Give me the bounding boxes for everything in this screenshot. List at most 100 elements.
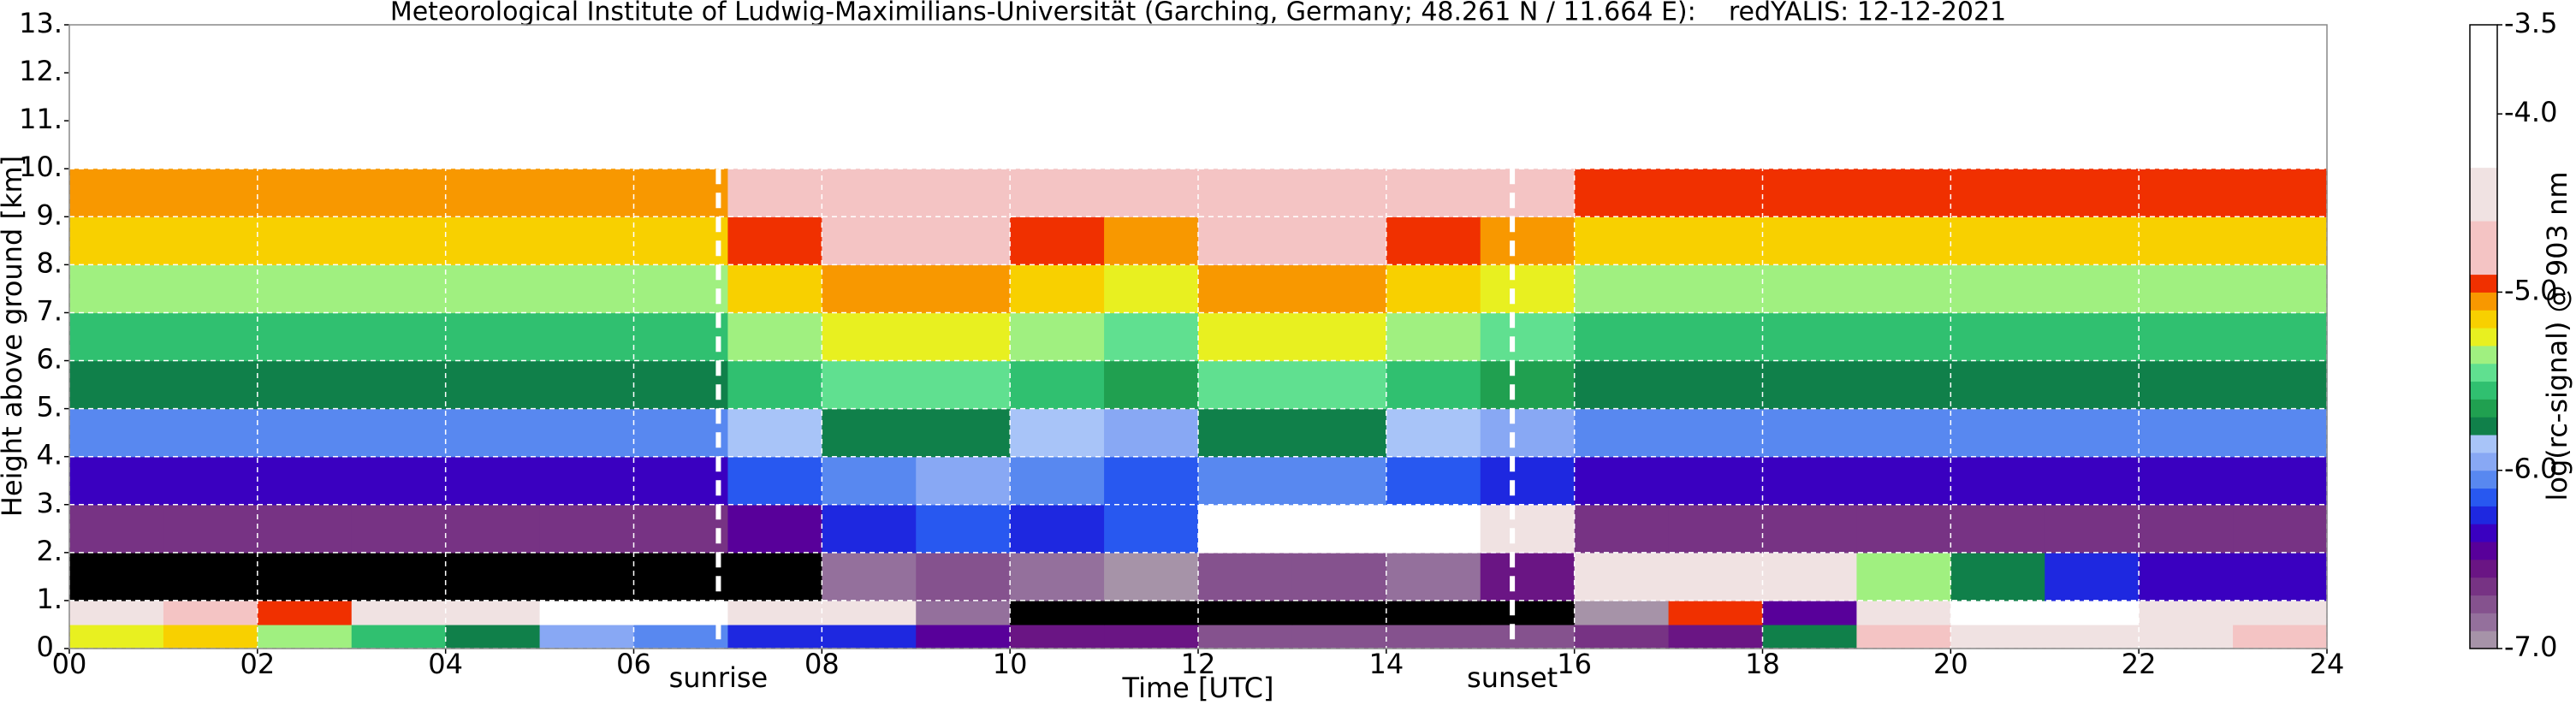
heatmap-cell (69, 169, 164, 217)
heatmap-cell (727, 408, 822, 458)
heatmap-cell (1198, 456, 1293, 506)
heatmap-cell (633, 312, 729, 362)
y-tick-label: 10. (19, 151, 62, 183)
heatmap-cell (163, 169, 258, 217)
heatmap-cell (2139, 169, 2234, 217)
colorbar-segment (2470, 274, 2497, 293)
heatmap-cell (2045, 360, 2140, 410)
heatmap-cell (822, 504, 917, 554)
heatmap-cell (1856, 216, 1951, 265)
heatmap-cell (257, 504, 353, 554)
heatmap-cell (351, 169, 447, 217)
heatmap-cell (445, 504, 541, 554)
heatmap-cell (2045, 264, 2140, 314)
heatmap-cell (1762, 169, 1858, 217)
heatmap-cell (1010, 216, 1105, 265)
heatmap-cell (633, 169, 729, 217)
heatmap-cell (1856, 408, 1951, 458)
heatmap-cell (916, 360, 1011, 410)
heatmap-cell (257, 552, 353, 601)
heatmap-cell (1950, 312, 2045, 362)
heatmap-cell (727, 624, 822, 649)
x-tick-label: 24 (2310, 648, 2345, 680)
heatmap-cell (1574, 504, 1670, 554)
heatmap-cell (727, 600, 822, 625)
heatmap-cell (1198, 600, 1293, 625)
heatmap-cell (1386, 312, 1481, 362)
colorbar-label: log(rc-signal) @ 903 nm (2541, 171, 2573, 501)
heatmap-cell (163, 456, 258, 506)
heatmap-cell (1762, 408, 1858, 458)
heatmap-cell (2139, 504, 2234, 554)
x-tick-label: 02 (240, 648, 275, 680)
heatmap-cell (2045, 169, 2140, 217)
heatmap-cell (727, 264, 822, 314)
heatmap-cell (916, 552, 1011, 601)
heatmap-cell (2045, 600, 2140, 625)
annotation-label: sunset (1467, 661, 1558, 694)
heatmap-cell (69, 624, 164, 649)
y-axis-label: Height above ground [km] (0, 156, 28, 517)
heatmap-cell (822, 264, 917, 314)
colorbar-frame (2469, 24, 2498, 649)
heatmap-cell (1856, 552, 1951, 601)
heatmap-cell (1198, 504, 1293, 554)
heatmap-cell (69, 360, 164, 410)
heatmap-cell (1762, 456, 1858, 506)
heatmap-cell (1762, 360, 1858, 410)
heatmap-cell (445, 600, 541, 625)
heatmap-cell (1010, 552, 1105, 601)
heatmap-cell (1010, 600, 1105, 625)
heatmap-cell (257, 216, 353, 265)
heatmap-cell (1480, 408, 1576, 458)
heatmap-cell (351, 312, 447, 362)
heatmap-cell (1668, 216, 1764, 265)
colorbar-segment (2470, 167, 2497, 222)
heatmap-cell (445, 552, 541, 601)
heatmap-cell (1480, 456, 1576, 506)
heatmap-cell (1480, 552, 1576, 601)
heatmap-cell (257, 360, 353, 410)
heatmap-cell (1198, 552, 1293, 601)
heatmap-cell (1950, 600, 2045, 625)
x-tick-label: 14 (1368, 648, 1404, 680)
heatmap-cell (445, 169, 541, 217)
heatmap-cell (1104, 552, 1199, 601)
heatmap-cell (633, 408, 729, 458)
heatmap-cell (1856, 264, 1951, 314)
heatmap-cell (445, 216, 541, 265)
heatmap-cell (1574, 360, 1670, 410)
heatmap-cell (1198, 169, 1293, 217)
heatmap-cell (2139, 408, 2234, 458)
heatmap-cell (1856, 312, 1951, 362)
x-tick-label: 18 (1745, 648, 1780, 680)
colorbar-segment (2470, 310, 2497, 329)
heatmap-cell (1291, 169, 1387, 217)
heatmap-cell (1386, 504, 1481, 554)
colorbar-segment (2470, 488, 2497, 507)
heatmap-cell (539, 504, 635, 554)
heatmap-cell (633, 264, 729, 314)
heatmap-cell (1668, 600, 1764, 625)
heatmap-cell (351, 264, 447, 314)
heatmap-cell (1010, 312, 1105, 362)
heatmap-cell (1950, 408, 2045, 458)
heatmap-cell (351, 216, 447, 265)
heatmap-cell (1668, 624, 1764, 649)
heatmap-cell (1386, 169, 1481, 217)
heatmap-cell (1950, 360, 2045, 410)
heatmap-cell (445, 408, 541, 458)
colorbar-segment (2470, 506, 2497, 524)
heatmap-cell (1104, 360, 1199, 410)
colorbar-segment (2470, 328, 2497, 347)
colorbar-segment (2470, 363, 2497, 382)
heatmap-cell (727, 504, 822, 554)
colorbar-segment (2470, 595, 2497, 613)
heatmap-cell (1198, 624, 1293, 649)
heatmap-cell (1291, 600, 1387, 625)
x-tick-label: 04 (428, 648, 463, 680)
colorbar-segment (2470, 25, 2497, 169)
heatmap-cell (69, 312, 164, 362)
heatmap-cell (163, 216, 258, 265)
heatmap-cell (351, 504, 447, 554)
